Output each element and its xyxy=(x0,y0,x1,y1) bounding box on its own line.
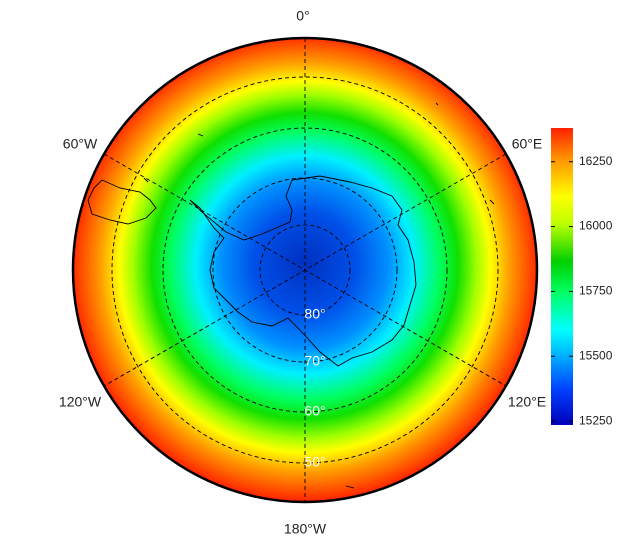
graticule xyxy=(103,38,507,502)
colorbar-tick-label: 15500 xyxy=(579,348,613,362)
latitude-label: 60° xyxy=(304,403,325,419)
latitude-label: 80° xyxy=(304,306,325,322)
longitude-label: 0° xyxy=(296,8,309,24)
longitude-label: 180°W xyxy=(284,521,327,537)
coastline xyxy=(87,102,495,489)
colorbar-tick-label: 16000 xyxy=(579,219,613,233)
longitude-label: 60°W xyxy=(63,136,98,152)
colorbar xyxy=(551,128,573,425)
colorbar-tick-label: 15250 xyxy=(579,413,613,427)
latitude-label: 50° xyxy=(304,454,325,470)
colorbar-tick-label: 15750 xyxy=(579,284,613,298)
map-border xyxy=(71,36,539,504)
longitude-label: 120°E xyxy=(508,394,546,410)
latitude-label: 70° xyxy=(304,353,325,369)
longitude-label: 60°E xyxy=(512,136,543,152)
longitude-label: 120°W xyxy=(59,394,102,410)
colorbar-tick-label: 16250 xyxy=(579,154,613,168)
